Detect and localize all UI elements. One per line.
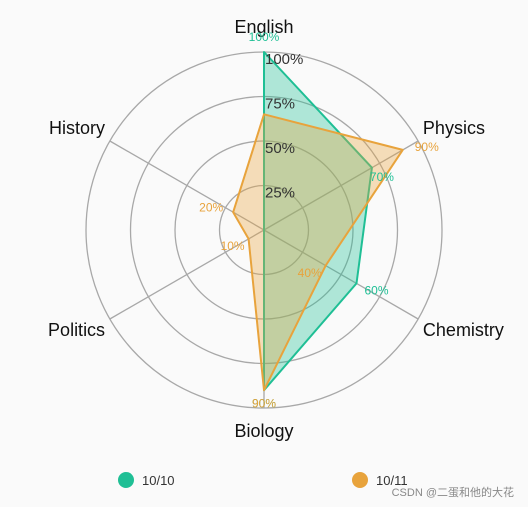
axis-label: History bbox=[49, 118, 105, 138]
data-label: 20% bbox=[199, 200, 223, 214]
legend-swatch-series-2 bbox=[352, 472, 368, 488]
radar-labels: 25%50%75%100%EnglishPhysicsChemistryBiol… bbox=[48, 17, 504, 441]
ring-tick-label: 25% bbox=[265, 184, 295, 201]
radar-chart: 25%50%75%100%EnglishPhysicsChemistryBiol… bbox=[48, 17, 504, 441]
legend-item-series-1[interactable]: 10/10 bbox=[118, 472, 175, 488]
data-label: 90% bbox=[252, 396, 276, 410]
data-label: 90% bbox=[252, 396, 276, 410]
data-label: 10% bbox=[221, 239, 245, 253]
axis-label: Biology bbox=[234, 421, 293, 441]
legend-item-series-2[interactable]: 10/11 bbox=[352, 472, 408, 488]
axis-label: Chemistry bbox=[423, 320, 504, 340]
legend-label-series-2: 10/11 bbox=[376, 472, 408, 488]
radar-series bbox=[232, 51, 404, 392]
data-label: 90% bbox=[415, 140, 439, 154]
ring-tick-label: 75% bbox=[265, 95, 295, 112]
axis-label: Politics bbox=[48, 320, 105, 340]
axis-label: Physics bbox=[423, 118, 485, 138]
legend-swatch-series-1 bbox=[118, 472, 134, 488]
series-area-1 bbox=[263, 51, 373, 392]
axis-label: English bbox=[234, 17, 293, 37]
data-label: 100% bbox=[249, 30, 280, 44]
data-label: 60% bbox=[364, 284, 388, 298]
watermark: CSDN @二蛋和他的大花 bbox=[391, 487, 514, 499]
grid-spoke bbox=[109, 229, 265, 320]
grid-spoke bbox=[263, 229, 419, 320]
data-label: 40% bbox=[298, 266, 322, 280]
grid-spoke bbox=[263, 140, 419, 231]
ring-tick-label: 50% bbox=[265, 140, 295, 157]
data-label: 70% bbox=[370, 170, 394, 184]
series-area-2 bbox=[232, 113, 404, 392]
legend-label-series-1: 10/10 bbox=[142, 472, 175, 488]
grid-spoke bbox=[109, 140, 265, 231]
ring-tick-label: 100% bbox=[265, 51, 303, 68]
